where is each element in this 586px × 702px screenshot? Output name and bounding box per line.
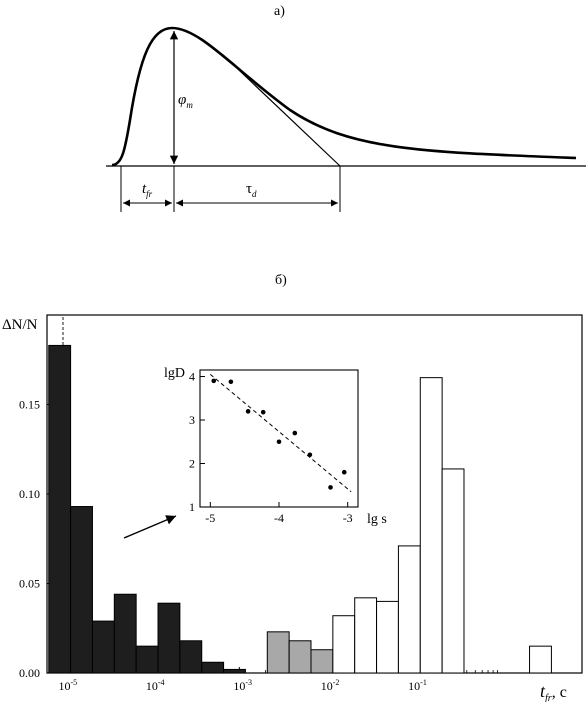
panel-a-label: а)	[274, 4, 285, 19]
inset-ytick-label: 1	[189, 500, 195, 514]
histogram-bar-s1-b0	[266, 631, 290, 674]
inset-xtick-label: -4	[274, 511, 284, 525]
inset-point-0	[211, 378, 217, 384]
histogram-bar-s2-b1	[354, 597, 378, 674]
histogram-bar-s2-b4	[419, 377, 443, 674]
decay-label: τd	[246, 181, 257, 199]
inset-point-2	[245, 409, 251, 414]
histogram-bar-s0-b4	[135, 645, 159, 674]
inset-ytick-label: 4	[189, 370, 195, 384]
inset-point-1	[228, 379, 234, 385]
decay-tangent-line	[221, 53, 341, 167]
histogram-bar-s2-b3	[397, 545, 421, 674]
histogram-bar-s0-b8	[223, 668, 246, 674]
histogram-bar-s2-b5	[441, 468, 465, 674]
inset-scatter: lgD lg s -5 -4 -3 1 2 3 4	[164, 366, 387, 527]
histogram-bar-s0-b0	[48, 344, 72, 674]
histogram-x-axis-label: tfr, с	[540, 681, 567, 702]
histogram-xtick-label: 10-3	[233, 678, 252, 693]
histogram-xtick-label: 10-2	[321, 678, 340, 693]
histogram-ytick-label: 0.10	[19, 487, 40, 501]
histogram-xtick-label: 10-5	[58, 678, 77, 693]
inset-point-4	[276, 439, 282, 445]
inset-ticks: -5 -4 -3 1 2 3 4	[189, 370, 353, 525]
histogram-y-axis-label: ΔN/N	[2, 317, 38, 333]
amplitude-label: φm	[178, 92, 193, 110]
inset-xtick-label: -3	[343, 511, 353, 525]
panel-a: а) φm tfr τd	[106, 4, 586, 212]
histogram-ytick-label: 0.05	[19, 577, 40, 591]
inset-ytick-label: 2	[189, 457, 195, 471]
inset-fit-line	[209, 373, 352, 493]
inset-points	[211, 378, 347, 490]
histogram-bar-s0-b6	[179, 640, 203, 674]
front-label: tfr	[142, 181, 153, 199]
inset-point-6	[307, 452, 313, 458]
inset-y-axis-label: lgD	[164, 366, 185, 381]
histogram-bars	[48, 344, 552, 674]
panel-b: б) ΔN/N 0.00 0.05 0.10 0.15 10-5 10-4 10-3 10-2…	[2, 273, 583, 702]
histogram-xtick-label: 10-1	[408, 678, 427, 693]
histogram-ytick-label: 0.15	[19, 398, 40, 412]
histogram-bar-s0-b3	[113, 593, 137, 674]
histogram-bar-s0-b5	[157, 602, 181, 674]
inset-point-8	[341, 469, 347, 475]
histogram-bar-s0-b2	[91, 620, 115, 674]
inset-xtick-label: -5	[205, 511, 215, 525]
histogram-bar-s0-b1	[70, 506, 93, 674]
histogram-bar-s1-b2	[310, 649, 334, 674]
histogram-ytick-label: 0.00	[19, 666, 40, 680]
inset-ytick-label: 3	[189, 413, 195, 427]
histogram-bar-s2-b2	[376, 600, 399, 674]
inset-pointer-arrow	[123, 515, 177, 539]
inset-x-axis-label: lg s	[367, 512, 387, 527]
histogram-bar-s0-b7	[201, 661, 225, 674]
inset-frame	[199, 369, 359, 508]
histogram-bar-s1-b1	[288, 640, 312, 674]
histogram-bar-s2-b7	[529, 645, 552, 674]
histogram-bar-s2-b0	[332, 615, 356, 674]
histogram-xtick-label: 10-4	[146, 678, 165, 693]
inset-point-7	[328, 485, 333, 490]
inset-point-5	[292, 430, 298, 436]
pulse-curve	[111, 26, 577, 167]
panel-b-label: б)	[275, 273, 287, 288]
inset-point-3	[260, 409, 266, 415]
